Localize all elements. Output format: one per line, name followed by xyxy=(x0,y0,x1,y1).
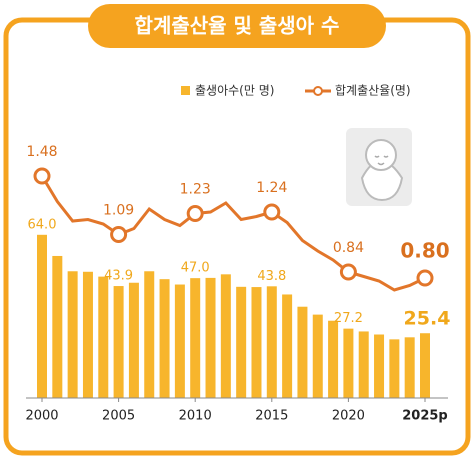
bar xyxy=(312,314,323,398)
bar xyxy=(144,271,155,398)
bar xyxy=(328,320,339,398)
bar xyxy=(358,331,369,398)
baby-icon xyxy=(346,128,412,206)
line-value-label: 1.09 xyxy=(103,203,134,219)
x-tick-label: 2000 xyxy=(25,409,58,424)
legend-swatch xyxy=(181,86,190,95)
bar xyxy=(37,234,47,398)
bar xyxy=(251,287,262,398)
bar xyxy=(236,286,247,398)
line-marker xyxy=(33,167,51,185)
bar xyxy=(67,271,78,398)
legend-label: 출생아수(만 명) xyxy=(195,84,274,98)
bar xyxy=(205,277,216,398)
bar xyxy=(52,255,63,398)
bar xyxy=(128,282,139,398)
chart-title: 합계출산율 및 출생아 수 xyxy=(135,14,340,38)
line-marker xyxy=(186,205,204,222)
line-value-label: 1.24 xyxy=(256,180,287,196)
bar-value-label: 47.0 xyxy=(181,261,210,276)
line-value-label: 0.80 xyxy=(400,239,449,263)
title-pill xyxy=(88,4,386,48)
bar xyxy=(82,271,93,398)
legend-label: 합계출산율(명) xyxy=(335,84,411,98)
bar-value-label: 64.0 xyxy=(28,217,57,232)
bar xyxy=(98,276,109,398)
bar xyxy=(404,337,415,398)
bar xyxy=(190,278,201,398)
line xyxy=(40,175,426,292)
bar xyxy=(420,333,430,398)
bar xyxy=(343,328,354,398)
bar-value-label: 43.8 xyxy=(257,269,286,284)
line-value-label: 1.48 xyxy=(26,144,57,160)
bar-value-label: 43.9 xyxy=(104,269,133,284)
legend-swatch xyxy=(313,86,323,96)
line-marker xyxy=(339,263,357,281)
x-tick-label: 2025p xyxy=(402,409,448,424)
x-tick-label: 2010 xyxy=(179,409,212,424)
bar xyxy=(282,294,293,398)
bar xyxy=(297,306,308,398)
line-marker xyxy=(416,269,434,287)
line-marker xyxy=(263,203,281,221)
bar xyxy=(174,284,185,398)
line-value-label: 0.84 xyxy=(333,240,364,256)
bar xyxy=(389,339,400,398)
bar xyxy=(266,286,277,398)
line-marker xyxy=(110,226,128,243)
bar xyxy=(113,286,124,398)
line-value-label: 1.23 xyxy=(180,182,211,198)
bar-value-label: 27.2 xyxy=(334,311,363,326)
bar xyxy=(374,334,385,398)
x-tick-label: 2020 xyxy=(332,409,365,424)
bar xyxy=(159,279,170,398)
bar xyxy=(220,274,231,398)
bar-value-label: 25.4 xyxy=(404,308,451,330)
x-tick-label: 2015 xyxy=(255,409,288,424)
x-tick-label: 2005 xyxy=(102,409,135,424)
